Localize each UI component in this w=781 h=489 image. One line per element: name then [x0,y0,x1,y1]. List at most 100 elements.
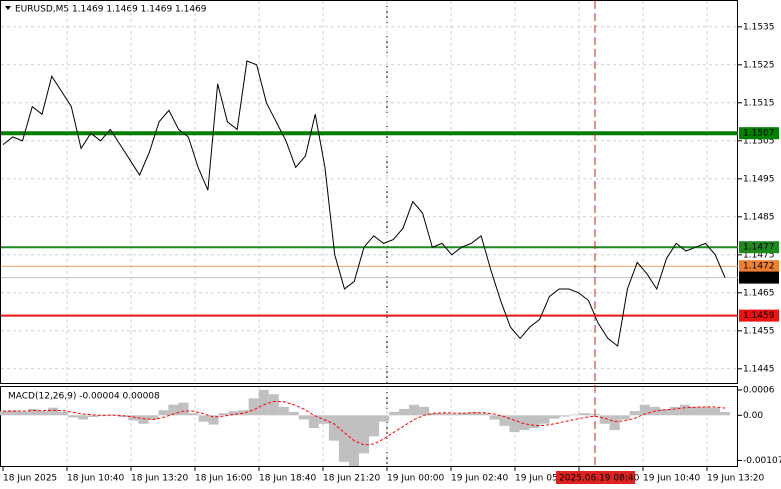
macd-bar [288,411,299,416]
y-tick-label: 1.1485 [743,212,775,222]
macd-bar [389,411,400,416]
macd-bar [369,415,380,437]
macd-bar [58,411,69,416]
macd-bar [178,402,189,416]
x-tick-label: 19 Jun 02:40 [451,474,508,484]
cursor-label: 2025.06.19 08:40 [559,474,640,484]
price-line [2,60,726,347]
macd-bar [278,406,289,416]
macd-bar [639,404,650,416]
x-tick-label: 19 Jun 13:20 [707,474,764,484]
y-tick-label: 1.1505 [743,136,775,146]
price-label-box [739,260,779,273]
menu-icon[interactable] [5,6,11,10]
macd-bar [328,415,339,441]
x-tick-label: 18 Jun 10:40 [67,474,124,484]
macd-bar [258,389,269,416]
macd-bar [28,408,39,416]
macd-bar [459,412,470,416]
macd-bar [8,410,19,416]
macd-bar [569,414,580,416]
macd-bar [308,415,319,428]
macd-bar [559,415,570,417]
macd-bar [509,415,520,433]
y-tick-label: -0.00107 [743,456,781,466]
x-tick-label: 18 Jun 13:20 [131,474,188,484]
macd-bar [579,413,590,416]
macd-bar [88,415,99,417]
macd-bar [18,411,29,416]
macd-bar [138,415,149,424]
macd-bar [409,404,420,416]
macd-bar [449,414,460,416]
price-label: 1.1507 [743,129,775,139]
x-tick-label: 18 Jun 2025 [3,474,57,484]
macd-bar [719,411,731,416]
price-label-box [739,241,779,254]
macd-bar [358,415,370,454]
macd-bar [529,415,540,428]
macd-title: MACD(12,26,9) -0.00004 0.00008 [8,392,160,402]
macd-bar [469,411,480,416]
macd-bar [198,415,209,422]
macd-bar [429,413,440,416]
x-tick-label: 18 Jun 16:00 [195,474,252,484]
macd-bar [659,408,670,416]
macd-bar [0,411,9,416]
macd-frame [0,386,738,467]
macd-bar [499,415,510,426]
price-label-box [739,271,779,284]
price-label-box [739,127,779,140]
macd-bar [679,404,690,416]
macd-bar [248,398,259,416]
macd-bar [629,411,640,416]
macd-bar [208,415,219,425]
macd-bar [128,415,139,421]
y-tick-label: 1.1535 [743,22,775,32]
macd-bar [599,415,610,424]
macd-bar [609,415,620,431]
macd-bar [699,406,710,416]
x-tick-label: 19 Jun 10:40 [643,474,700,484]
macd-bar [379,415,390,422]
y-tick-label: 1.1515 [743,98,775,108]
macd-bar [238,410,249,416]
macd-bar [268,394,279,416]
y-tick-label: 1.1525 [743,60,775,70]
macd-bar [78,415,89,420]
macd-bar [519,415,530,431]
y-tick-label: 1.1445 [743,364,775,374]
price-label: 1.1459 [743,311,775,321]
y-tick-label: 1.1495 [743,174,775,184]
macd-bar [158,410,169,416]
macd-bar [168,404,179,416]
y-tick-label: 1.1475 [743,250,775,260]
x-tick-label: 19 Jun 05 [515,474,558,484]
macd-bar [549,415,560,419]
x-tick-label: 18 Jun 18:40 [259,474,316,484]
chart-title: EURUSD,M5 1.1469 1.1469 1.1469 1.1469 [15,5,207,15]
macd-bar [489,415,500,420]
y-tick-label: 0.00 [743,411,763,421]
x-tick-label: 19 Jun 00:00 [387,474,444,484]
macd-bar [709,407,720,416]
macd-bar [228,411,239,416]
macd-bar [689,406,700,416]
y-tick-label: 1.1465 [743,288,775,298]
macd-bar [399,408,410,416]
macd-bar [68,415,79,418]
price-label-box [739,309,779,322]
macd-bar [669,406,680,416]
cursor-label-box [556,471,635,484]
price-label: 1.1472 [743,262,775,272]
x-tick-label: 18 Jun 21:20 [323,474,380,484]
macd-bar [338,415,349,462]
macd-bar [479,413,490,416]
macd-bar [539,415,550,424]
macd-bar [419,406,430,416]
price-label: 1.1477 [743,243,775,253]
signal-line [3,400,726,446]
macd-bar [619,415,630,420]
macd-bar [188,413,199,416]
